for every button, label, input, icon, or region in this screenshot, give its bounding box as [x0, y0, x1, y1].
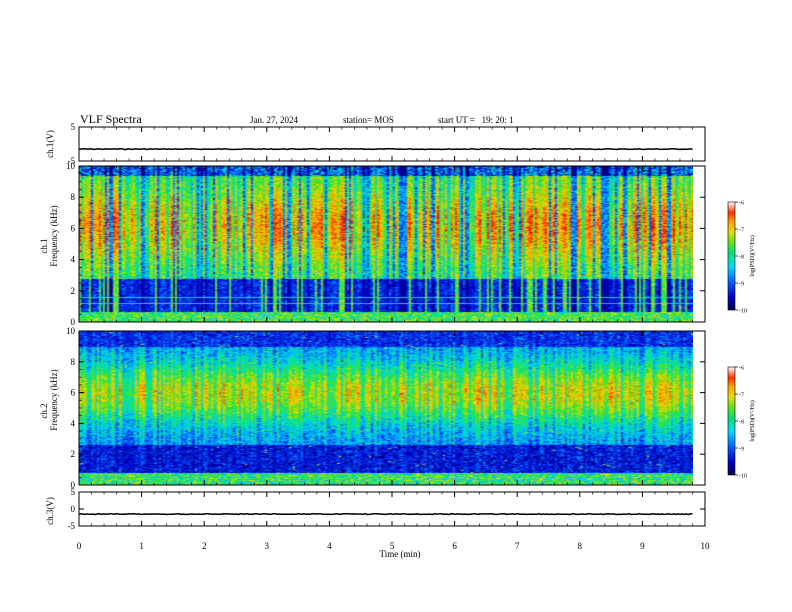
ch1-channel-label: ch.1: [39, 238, 49, 253]
colorbar-tick-label: -7: [739, 228, 744, 234]
colorbar-tick-label: -6: [739, 201, 744, 207]
y-tick-label: 2: [71, 449, 76, 459]
colorbar-tick-label: -8: [739, 255, 744, 261]
colorbar-tick-label: -10: [739, 309, 747, 315]
ch1-voltage-panel: 5 -5 ch.1(V): [45, 122, 706, 166]
y-tick-label: 0: [71, 480, 76, 490]
x-tick-label: 4: [327, 541, 332, 551]
y-tick-label: -5: [68, 156, 76, 166]
x-tick-label: 7: [515, 541, 520, 551]
ch2-colorbar-label: log(PSD)(V²/Hz): [749, 400, 756, 441]
x-tick-label: 0: [77, 541, 82, 551]
y-tick-label: 10: [66, 326, 76, 336]
colorbar-tick-label: -9: [739, 447, 744, 453]
y-tick-label: 5: [71, 487, 76, 497]
y-tick-label: 0: [71, 504, 76, 514]
ch3-voltage-trace: [78, 512, 693, 516]
y-tick-label: 6: [71, 388, 76, 398]
y-tick-label: 8: [71, 357, 76, 367]
y-tick-label: -5: [68, 521, 76, 531]
start-ut-label: start UT = 19: 20: 1: [438, 115, 514, 125]
colorbar-tick-label: -9: [739, 282, 744, 288]
y-tick-label: 0: [71, 317, 76, 327]
station-label: station= MOS: [343, 115, 394, 125]
ch3-voltage-panel: 5 0 -5 ch.3(V): [45, 487, 706, 531]
y-tick-label: 8: [71, 192, 76, 202]
ch2-colorbar: [727, 366, 736, 476]
ch1-colorbar: [727, 201, 736, 311]
y-tick-label: 4: [71, 255, 76, 265]
ch1-frequency-ylabel: Frequency (kHz): [49, 205, 59, 266]
x-tick-label: 6: [452, 541, 457, 551]
x-tick-label: 1: [139, 541, 144, 551]
y-tick-label: 4: [71, 418, 76, 428]
x-tick-label: 10: [701, 541, 711, 551]
date-label: Jan. 27, 2024: [250, 115, 298, 125]
x-tick-label: 8: [578, 541, 583, 551]
ch3-voltage-ylabel: ch.3(V): [45, 497, 55, 525]
colorbar-tick-label: -8: [739, 420, 744, 426]
ch2-channel-label: ch.2: [39, 403, 49, 418]
ch2-frequency-ylabel: Frequency (kHz): [49, 369, 59, 430]
ch1-spectrogram-image: [79, 166, 693, 322]
y-tick-label: 10: [66, 161, 76, 171]
x-tick-label: 2: [202, 541, 207, 551]
y-tick-label: 2: [71, 286, 76, 296]
ch1-colorbar-label: log(PSD)(V²/Hz): [749, 235, 756, 276]
colorbar-tick-label: -10: [739, 474, 747, 480]
colorbar-tick-label: -7: [739, 393, 744, 399]
x-axis-label: Time (min): [380, 549, 421, 559]
ch2-spectrogram-image: [79, 331, 693, 485]
x-tick-label: 3: [265, 541, 270, 551]
y-tick-label: 6: [71, 223, 76, 233]
x-tick-label: 5: [390, 541, 395, 551]
x-axis: 0 1 2 3 4 5 6 7 8 9 10: [77, 541, 710, 551]
ch1-voltage-ylabel: ch.1(V): [45, 130, 55, 158]
y-tick-label: 5: [71, 122, 76, 132]
figure-title: VLF Spectra: [80, 112, 142, 126]
ch1-spectrogram-panel: 0 2 4 6 8 10 ch.1 Frequency (kHz) -6 -7 -8 -9 -10…: [39, 161, 756, 327]
colorbar-tick-label: -6: [739, 366, 744, 372]
ch1-voltage-trace: [79, 147, 693, 151]
x-tick-label: 9: [640, 541, 645, 551]
ch2-spectrogram-panel: 0 2 4 6 8 10 ch.2 Frequency (kHz) -6 -7 -8 -9 -10…: [39, 326, 756, 490]
